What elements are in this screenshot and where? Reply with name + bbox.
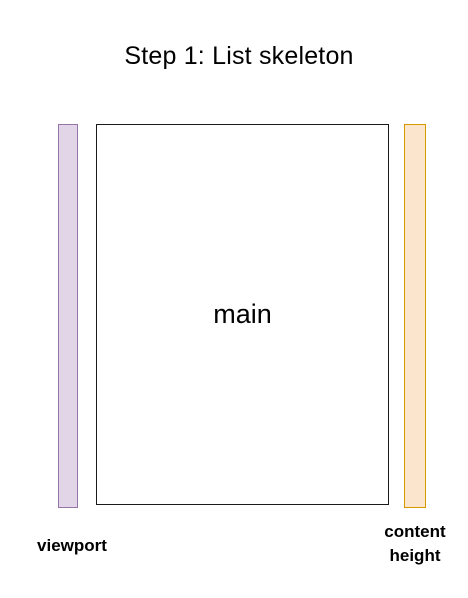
main-box: main [96,124,389,505]
main-label: main [213,299,272,329]
content-height-bar [404,124,426,508]
viewport-bar [58,124,78,508]
viewport-label: viewport [37,536,107,555]
diagram-title: Step 1: List skeleton [124,42,354,70]
content-height-label: content height [370,520,460,568]
content-height-label-line-2: height [389,546,441,565]
content-height-label-line-1: content [384,522,446,541]
